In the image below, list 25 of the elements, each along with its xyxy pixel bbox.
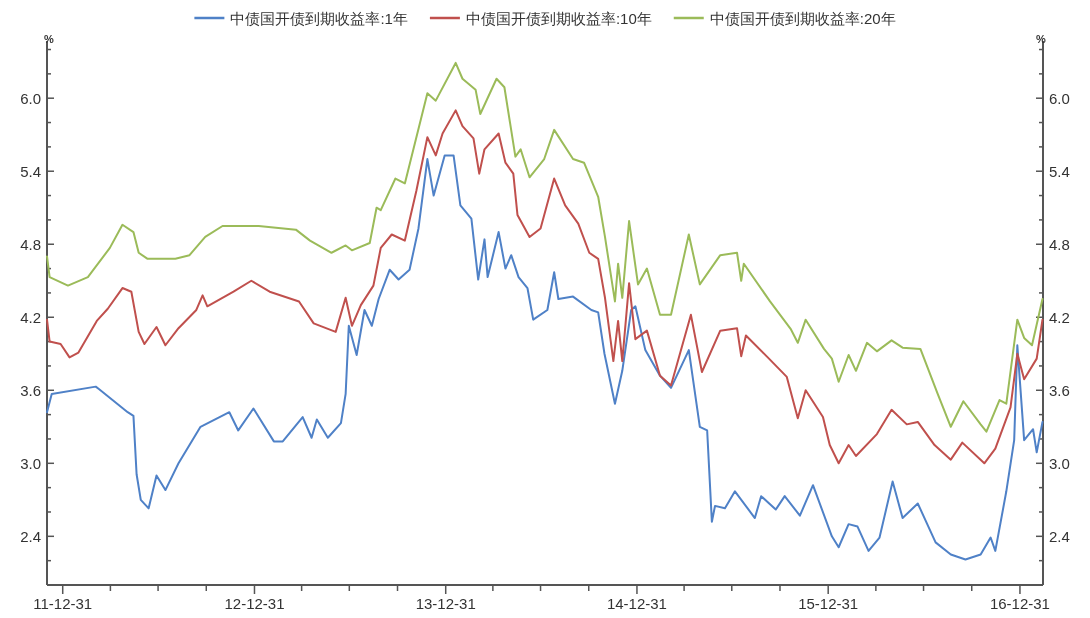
ytick: 3.0	[20, 454, 41, 472]
y2tick: 3.6	[1049, 381, 1070, 399]
xtick: 12-12-31	[224, 595, 285, 612]
ytick: 2.4	[20, 527, 41, 545]
xtick: 15-12-31	[798, 595, 859, 612]
y2tick: 2.4	[1049, 527, 1070, 545]
ytick: 6.0	[20, 89, 41, 107]
legend-label: 中债国开债到期收益率:10年	[465, 9, 652, 27]
y2tick: 3.0	[1049, 454, 1070, 472]
ytick: 3.6	[20, 381, 41, 399]
legend-label: 中债国开债到期收益率:1年	[230, 9, 408, 27]
ylabel: %	[44, 33, 54, 45]
y2tick: 4.8	[1049, 235, 1070, 253]
xtick: 16-12-31	[989, 595, 1050, 612]
xtick: 14-12-31	[606, 595, 667, 612]
ytick: 5.4	[20, 162, 41, 180]
ytick: 4.2	[20, 308, 41, 326]
y2tick: 5.4	[1049, 162, 1070, 180]
y2tick: 4.2	[1049, 308, 1070, 326]
y2tick: 6.0	[1049, 89, 1070, 107]
y2label: %	[1036, 33, 1046, 45]
ytick: 4.8	[20, 235, 41, 253]
legend-label: 中债国开债到期收益率:20年	[709, 9, 896, 27]
xtick: 13-12-31	[415, 595, 476, 612]
xtick: 11-12-31	[33, 595, 93, 612]
